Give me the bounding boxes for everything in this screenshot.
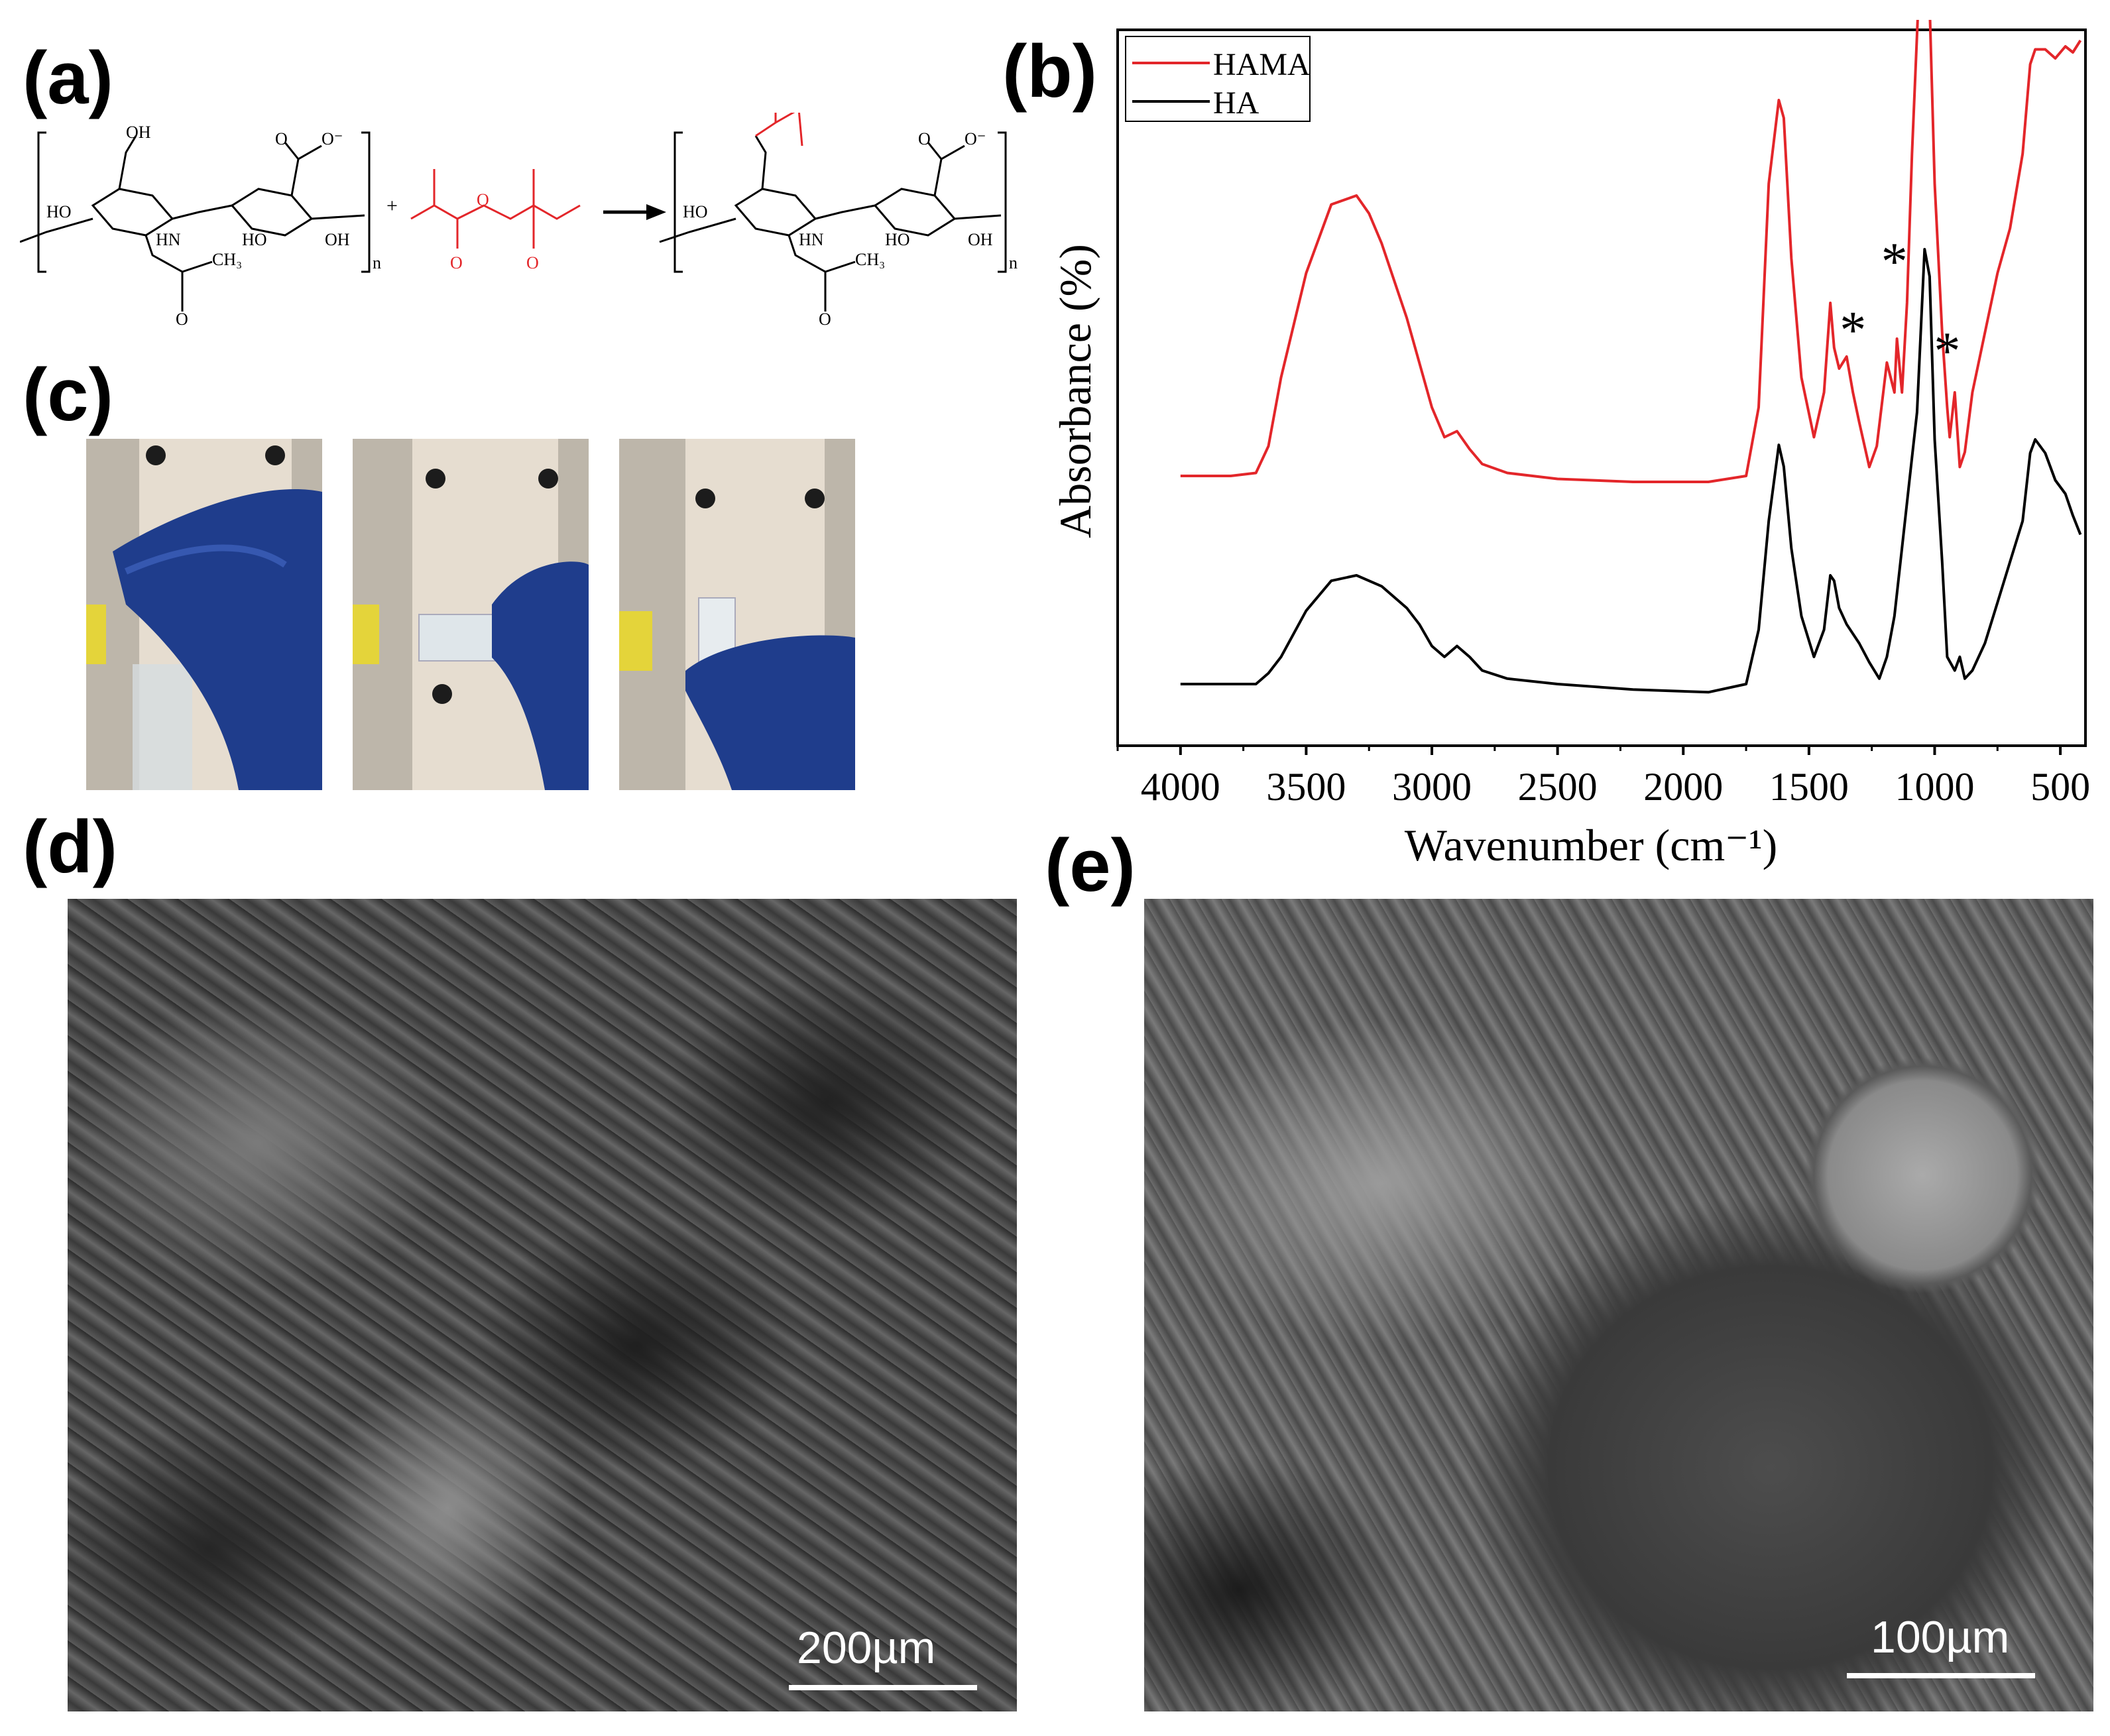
y-axis-label: Absorbance (%) <box>1050 244 1100 538</box>
panel-label-a: (a) <box>23 36 113 119</box>
scheme-n-1: n <box>373 253 381 272</box>
peak-annotation: * <box>1840 302 1866 360</box>
scale-bar-label-e: 100µm <box>1871 1612 2010 1662</box>
photo-gel-2 <box>353 439 589 790</box>
x-tick-label: 4000 <box>1141 765 1220 809</box>
scheme-ho-3: HO <box>683 202 708 221</box>
scale-bar-label-d: 200µm <box>797 1623 936 1673</box>
panel-label-d: (d) <box>23 805 118 888</box>
scheme-ominus-2: O⁻ <box>965 129 986 148</box>
peak-annotation: * <box>1934 322 1960 380</box>
series-line-hama <box>1180 20 2082 483</box>
scheme-o-2: O <box>275 129 288 148</box>
panel-label-b: (b) <box>1002 30 1098 113</box>
scheme-hn-2: HN <box>799 230 824 249</box>
legend-box <box>1125 36 1311 122</box>
scheme-o-4: O <box>918 129 931 148</box>
reaction-scheme: OH HO HN O CH₃ O⁻ O HO OH n + O O O <box>20 113 1018 329</box>
x-tick-label: 3500 <box>1266 765 1346 809</box>
peak-annotation: * <box>1881 233 1908 291</box>
scheme-o-3: O <box>819 310 831 329</box>
panel-label-e: (e) <box>1045 824 1136 907</box>
x-tick-label: 2500 <box>1518 765 1598 809</box>
scheme-ho-1: HO <box>46 202 72 221</box>
x-tick-label: 1000 <box>1895 765 1974 809</box>
scale-bar-d <box>789 1685 977 1690</box>
x-axis-label: Wavenumber (cm⁻¹) <box>1405 820 1777 870</box>
scale-bar-e <box>1847 1673 2035 1678</box>
scheme-n-2: n <box>1009 253 1018 272</box>
scheme-plus: + <box>386 195 398 217</box>
scheme-hn-1: HN <box>156 230 181 249</box>
photo-gel-1 <box>86 439 322 790</box>
sem-image-d: 200µm <box>68 899 1017 1711</box>
scheme-ominus-1: O⁻ <box>322 129 343 148</box>
scheme-anhydride-o-1: O <box>450 253 463 272</box>
x-tick-label: 3000 <box>1392 765 1472 809</box>
scheme-ho-4: HO <box>885 230 910 249</box>
photo-gel-3 <box>619 439 855 790</box>
reaction-arrow <box>603 204 666 220</box>
legend-label-hama: HAMA <box>1213 47 1311 82</box>
scheme-oh-2: OH <box>325 230 350 249</box>
scheme-ho-2: HO <box>242 230 267 249</box>
legend-label-ha: HA <box>1213 86 1260 121</box>
x-tick-label: 2000 <box>1643 765 1723 809</box>
panel-label-c: (c) <box>23 353 113 436</box>
x-tick-label: 1500 <box>1769 765 1849 809</box>
ftir-chart: 4000 3500 3000 2500 2000 1500 1000 500 HAMA HA *… <box>1050 20 2090 870</box>
scheme-o-1: O <box>176 310 188 329</box>
series-line-ha <box>1180 248 2082 694</box>
x-tick-label: 500 <box>2030 765 2090 809</box>
scheme-oh-1: OH <box>126 123 151 142</box>
scheme-ch3-1: CH₃ <box>212 250 242 269</box>
scheme-oh-3: OH <box>968 230 993 249</box>
sem-image-e: 100µm <box>1144 899 2093 1711</box>
scheme-anhydride-o-2: O <box>477 190 489 209</box>
scheme-anhydride-o-3: O <box>526 253 539 272</box>
plot-frame <box>1116 29 2087 747</box>
chart-legend: HAMA HA <box>1125 36 1311 122</box>
scheme-ch3-2: CH₃ <box>855 250 885 269</box>
